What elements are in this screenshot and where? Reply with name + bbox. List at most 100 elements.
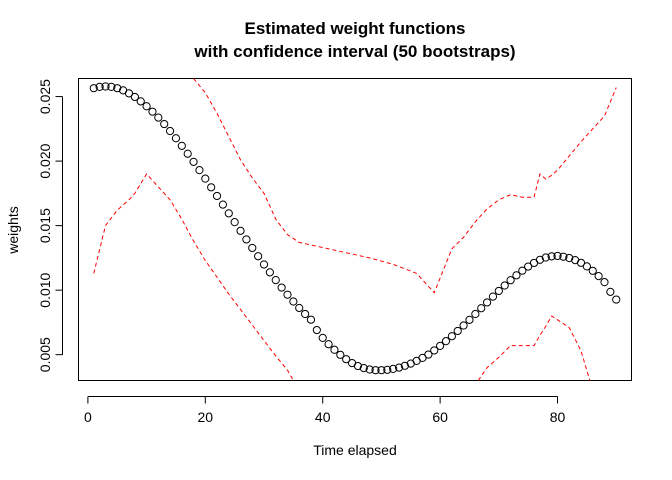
weight-point xyxy=(336,350,345,359)
weight-point xyxy=(600,278,609,287)
weight-point xyxy=(224,209,233,218)
weight-point xyxy=(506,276,515,285)
weight-point xyxy=(265,268,274,277)
weight-point xyxy=(459,321,468,330)
weight-point xyxy=(248,243,257,253)
weight-point xyxy=(488,292,498,301)
weight-point xyxy=(301,309,310,319)
weight-point xyxy=(482,298,492,307)
weight-point xyxy=(277,283,286,292)
weight-point xyxy=(330,345,339,354)
weight-point xyxy=(289,297,298,306)
weight-point xyxy=(594,271,603,281)
x-tick-label: 0 xyxy=(84,409,92,425)
weight-point xyxy=(400,361,409,370)
weight-point xyxy=(89,84,98,93)
weight-point xyxy=(465,315,474,324)
weight-point xyxy=(283,290,292,299)
weight-point xyxy=(424,350,433,359)
weight-point xyxy=(377,366,386,375)
weight-point xyxy=(436,341,445,351)
weight-point xyxy=(136,97,145,106)
data-layer xyxy=(89,78,621,381)
weight-point xyxy=(612,295,621,304)
weight-point xyxy=(588,266,597,275)
confidence-band-line xyxy=(477,315,591,381)
weight-point xyxy=(107,82,116,91)
weight-point xyxy=(165,126,175,136)
weight-point xyxy=(477,304,486,313)
weight-point xyxy=(576,258,586,267)
y-tick-label: 0.005 xyxy=(37,337,53,372)
x-tick-label: 40 xyxy=(315,409,331,425)
weight-point xyxy=(130,92,139,102)
weight-point xyxy=(494,286,503,296)
weight-point xyxy=(242,235,251,244)
weight-point xyxy=(312,325,321,335)
weight-point xyxy=(512,271,521,280)
weight-point xyxy=(524,262,533,271)
x-axis: 0 20 40 60 80 xyxy=(84,396,566,425)
weight-point xyxy=(154,113,163,122)
weight-point xyxy=(553,251,562,261)
x-tick-label: 80 xyxy=(550,409,566,425)
confidence-band-line xyxy=(93,173,294,381)
weight-point xyxy=(389,364,398,373)
weight-point xyxy=(535,255,545,264)
weight-point xyxy=(353,361,363,371)
weight-point xyxy=(189,157,198,166)
weight-point xyxy=(195,166,204,175)
weight-point xyxy=(447,332,456,341)
weight-point xyxy=(441,337,451,346)
weight-point xyxy=(160,119,169,129)
weight-point xyxy=(453,326,462,336)
weight-point xyxy=(207,183,216,192)
weight-point xyxy=(471,309,480,319)
weight-point xyxy=(318,333,327,343)
confidence-band-line xyxy=(193,78,617,294)
weight-point xyxy=(430,346,439,355)
chart-title: Estimated weight functions xyxy=(244,19,465,38)
x-tick-label: 20 xyxy=(198,409,214,425)
weight-point xyxy=(271,275,280,285)
y-tick-label: 0.020 xyxy=(37,143,53,178)
weight-point xyxy=(142,102,151,111)
weight-point xyxy=(113,84,122,93)
weight-point xyxy=(547,252,556,261)
weight-point xyxy=(518,266,527,275)
weight-point xyxy=(201,174,210,183)
weight-point xyxy=(541,253,550,262)
chart-subtitle: with confidence interval (50 bootstraps) xyxy=(193,42,515,61)
weight-point xyxy=(212,191,222,201)
x-tick-label: 60 xyxy=(432,409,448,425)
weight-point xyxy=(295,303,304,313)
weight-point xyxy=(394,363,404,372)
y-tick-label: 0.010 xyxy=(37,272,53,307)
weight-point xyxy=(306,315,316,324)
y-axis-label: weights xyxy=(5,206,21,254)
weight-point xyxy=(371,366,380,375)
weight-point xyxy=(559,252,568,261)
weight-point xyxy=(171,134,181,143)
weight-point xyxy=(254,252,263,261)
y-axis: 0.005 0.010 0.015 0.020 0.025 xyxy=(37,79,63,372)
weight-point xyxy=(383,365,392,374)
weight-point xyxy=(218,200,228,209)
y-tick-label: 0.025 xyxy=(37,79,53,114)
plot-frame xyxy=(78,78,632,381)
weight-point xyxy=(342,355,351,364)
weight-point xyxy=(95,82,104,91)
x-axis-label: Time elapsed xyxy=(313,442,397,458)
weight-point xyxy=(324,340,333,349)
weight-point xyxy=(236,226,245,235)
weight-point xyxy=(183,149,192,158)
weight-point xyxy=(565,253,574,263)
weight-point xyxy=(606,287,615,296)
weight-point xyxy=(500,281,509,290)
weight-point xyxy=(177,141,186,150)
weight-point xyxy=(359,364,368,373)
weight-point xyxy=(259,260,269,269)
weight-point xyxy=(148,107,157,116)
weight-point xyxy=(230,218,239,227)
